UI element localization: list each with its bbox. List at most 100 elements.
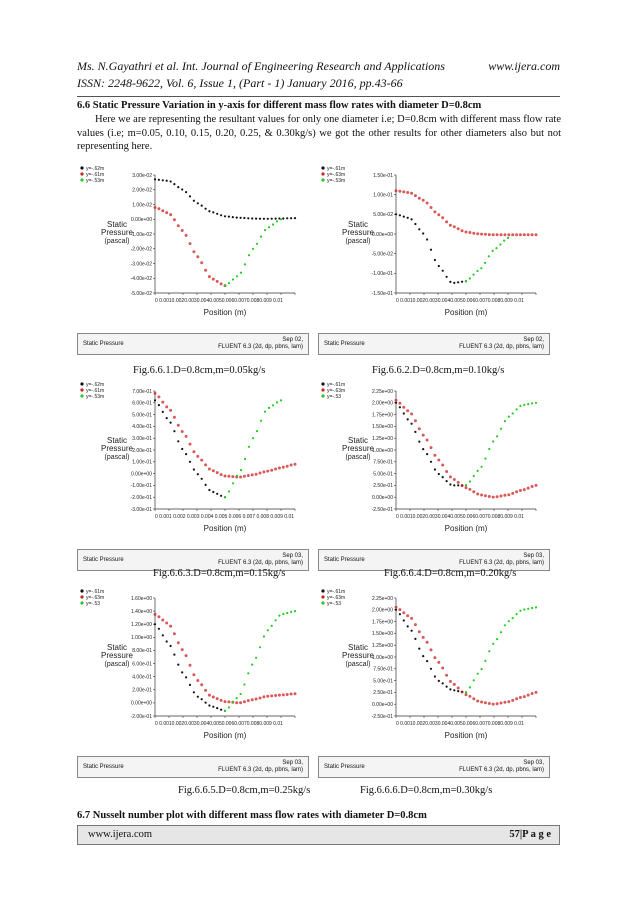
data-point bbox=[417, 427, 421, 431]
legend-label: y=-.53m bbox=[86, 178, 104, 184]
data-point bbox=[398, 401, 402, 405]
data-series bbox=[394, 401, 468, 487]
data-point bbox=[293, 610, 297, 613]
data-point bbox=[274, 619, 277, 622]
data-point bbox=[518, 233, 522, 237]
data-point bbox=[476, 269, 479, 273]
data-series bbox=[464, 606, 538, 694]
data-point bbox=[491, 702, 495, 706]
data-point bbox=[468, 480, 471, 483]
status-label: Static Pressure bbox=[83, 557, 124, 563]
data-point bbox=[418, 647, 421, 650]
data-point bbox=[239, 475, 243, 479]
y-tick-label: -2.00e-01 bbox=[131, 714, 153, 720]
status-info-line: Sep 03, bbox=[523, 553, 544, 559]
y-tick-label: 1.00e+00 bbox=[372, 655, 393, 661]
data-point bbox=[468, 694, 472, 698]
page-footer: www.ijera.com 57|P a g e bbox=[77, 825, 560, 845]
data-point bbox=[153, 391, 157, 395]
data-point bbox=[464, 230, 468, 234]
data-point bbox=[526, 486, 530, 490]
data-point bbox=[506, 236, 510, 239]
data-point bbox=[402, 190, 406, 194]
data-point bbox=[453, 281, 456, 284]
data-point bbox=[394, 189, 398, 193]
section-heading-6-7: 6.7 Nusselt number plot with different m… bbox=[77, 810, 427, 821]
y-tick-label: 2.00e-02 bbox=[132, 188, 152, 194]
data-point bbox=[460, 229, 464, 233]
legend-label: y=-.61m bbox=[86, 589, 104, 595]
data-point bbox=[468, 231, 472, 234]
data-point bbox=[472, 679, 475, 682]
status-info: Sep 02, FLUENT 6.3 (2d, dp, pbns, lam) bbox=[459, 337, 544, 351]
data-point bbox=[177, 663, 180, 666]
data-point bbox=[472, 490, 476, 494]
y-tick-label: 1.75e+00 bbox=[372, 619, 393, 625]
data-series bbox=[394, 398, 538, 499]
data-point bbox=[394, 605, 398, 609]
data-point bbox=[286, 611, 289, 615]
y-tick-label: 5.00e-01 bbox=[373, 678, 393, 684]
y-tick-label: 1.60e+00 bbox=[131, 596, 152, 602]
y-tick-label: -2.50e-01 bbox=[372, 714, 394, 720]
legend-marker bbox=[321, 178, 325, 182]
y-tick-label: 1.20e+00 bbox=[131, 622, 152, 628]
data-point bbox=[453, 484, 456, 487]
legend-label: y=-.63m bbox=[327, 595, 345, 601]
figure-panel: y=-.62m y=-.61m y=-.53m 3.00e-02 2.00e-02 1.0… bbox=[77, 163, 309, 423]
status-info: Sep 03, FLUENT 6.3 (2d, dp, pbns, lam) bbox=[218, 553, 303, 567]
data-point bbox=[499, 427, 503, 430]
data-point bbox=[429, 667, 433, 670]
footer-website[interactable]: www.ijera.com bbox=[88, 829, 153, 840]
data-series bbox=[153, 623, 227, 712]
data-point bbox=[402, 619, 405, 622]
header-website[interactable]: www.ijera.com bbox=[488, 59, 560, 73]
data-point bbox=[437, 458, 441, 462]
legend-marker bbox=[321, 595, 325, 599]
data-point bbox=[285, 693, 289, 696]
data-point bbox=[410, 218, 413, 221]
data-point bbox=[484, 457, 487, 460]
data-point bbox=[417, 630, 421, 634]
data-point bbox=[289, 463, 293, 467]
status-label: Static Pressure bbox=[83, 341, 124, 347]
legend-label: y=-.61m bbox=[327, 589, 345, 595]
data-point bbox=[173, 653, 176, 656]
data-point bbox=[185, 676, 188, 679]
legend-marker bbox=[321, 166, 325, 170]
data-point bbox=[220, 494, 223, 497]
data-point bbox=[437, 679, 440, 682]
legend-marker bbox=[80, 601, 84, 605]
x-axis-label: Position (m) bbox=[204, 524, 247, 533]
data-point bbox=[274, 694, 278, 697]
y-axis-label: Pressure bbox=[342, 444, 375, 453]
y-tick-label: 5.00e-01 bbox=[373, 471, 393, 477]
data-point bbox=[161, 209, 165, 213]
data-point bbox=[254, 472, 258, 476]
figure-panel: y=-.61m y=-.63m y=-.53 2.25e+00 2.00e+00 1.75… bbox=[318, 586, 550, 846]
data-point bbox=[216, 212, 219, 215]
data-point bbox=[247, 672, 250, 675]
x-tick-labels: 0 0.0010.0020.0030.0040.0050.0060.0070.0… bbox=[155, 298, 283, 304]
data-point bbox=[235, 474, 239, 477]
data-point bbox=[507, 233, 511, 237]
data-point bbox=[243, 457, 247, 461]
data-point bbox=[507, 493, 511, 497]
legend-marker bbox=[80, 166, 84, 170]
data-point bbox=[452, 682, 456, 686]
legend-marker bbox=[80, 178, 84, 182]
y-axis-label: Static bbox=[348, 643, 368, 652]
data-point bbox=[258, 471, 262, 475]
data-point bbox=[277, 466, 281, 470]
y-axis-label: Static bbox=[107, 643, 127, 652]
data-point bbox=[495, 233, 499, 237]
data-point bbox=[402, 412, 405, 415]
data-point bbox=[515, 613, 518, 616]
data-point bbox=[270, 468, 274, 472]
data-point bbox=[441, 463, 445, 467]
data-point bbox=[239, 216, 242, 219]
data-point bbox=[250, 698, 254, 702]
data-point bbox=[216, 492, 219, 495]
data-point bbox=[172, 218, 176, 222]
data-point bbox=[503, 493, 507, 497]
